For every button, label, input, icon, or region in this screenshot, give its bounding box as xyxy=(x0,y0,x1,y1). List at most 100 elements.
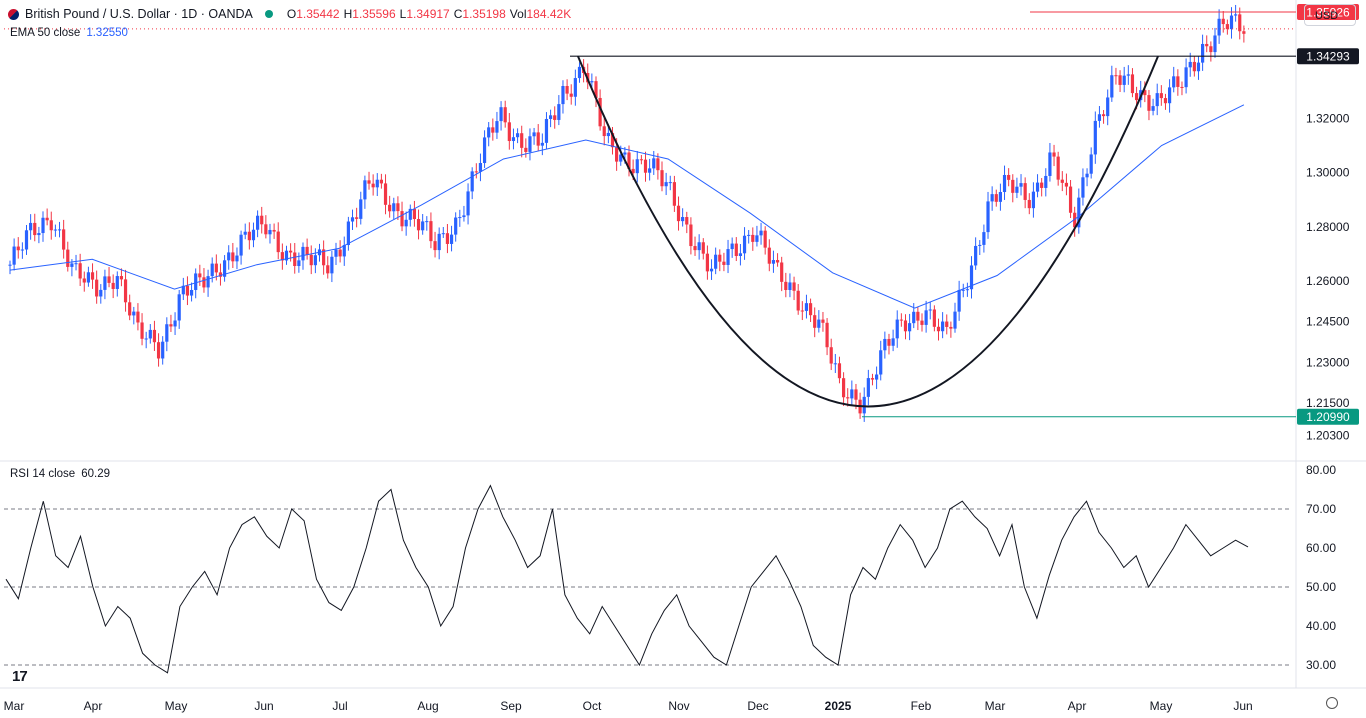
candle-body-9 xyxy=(45,217,49,221)
candle-body-125 xyxy=(524,147,528,152)
candle-body-285 xyxy=(1184,67,1188,88)
candle-body-111 xyxy=(466,191,470,216)
candle-body-290 xyxy=(1205,43,1209,47)
candle-body-170 xyxy=(709,268,714,272)
candle-body-115 xyxy=(482,137,487,164)
rsi-tick-3: 50.00 xyxy=(1306,580,1336,594)
currency-button[interactable]: USD xyxy=(1304,4,1356,26)
candle-body-19 xyxy=(86,272,91,283)
candle-body-159 xyxy=(664,182,668,187)
candle-body-122 xyxy=(511,137,516,142)
candle-body-99 xyxy=(416,219,421,231)
candle-body-34 xyxy=(148,329,152,339)
candle-body-100 xyxy=(421,221,425,231)
candle-body-189 xyxy=(788,282,792,290)
candle-body-278 xyxy=(1155,93,1159,107)
candle-body-153 xyxy=(639,159,643,161)
candle-body-128 xyxy=(536,132,540,146)
candle-body-144 xyxy=(602,126,606,137)
rsi-tick-2: 60.00 xyxy=(1306,541,1336,555)
candle-body-271 xyxy=(1126,74,1130,76)
time-tick-10: 2025 xyxy=(825,699,852,713)
candle-body-217 xyxy=(903,320,908,332)
candle-body-220 xyxy=(916,311,920,321)
candle-body-90 xyxy=(379,179,383,184)
candle-body-142 xyxy=(594,81,598,98)
candle-body-97 xyxy=(408,208,412,220)
candle-body-30 xyxy=(132,311,136,316)
candle-body-53 xyxy=(227,252,231,261)
candle-body-201 xyxy=(837,363,842,379)
candle-body-36 xyxy=(156,342,161,359)
candle-body-107 xyxy=(449,234,454,244)
time-tick-8: Nov xyxy=(668,699,689,713)
candle-body-28 xyxy=(123,279,128,303)
candle-body-178 xyxy=(742,235,747,254)
rsi-legend[interactable]: RSI 14 close 60.29 xyxy=(10,468,110,480)
candle-body-222 xyxy=(924,310,928,325)
candle-body-48 xyxy=(206,276,210,288)
candle-body-43 xyxy=(185,285,190,296)
candle-body-224 xyxy=(932,309,936,327)
candle-body-239 xyxy=(994,194,998,202)
candle-body-76 xyxy=(322,249,326,266)
price-tick-7: 1.20300 xyxy=(1306,428,1350,442)
candle-body-173 xyxy=(722,261,726,265)
candle-body-253 xyxy=(1052,152,1056,157)
candle-body-281 xyxy=(1167,87,1172,104)
candle-body-215 xyxy=(895,319,899,339)
candle-body-147 xyxy=(615,147,619,162)
candle-body-297 xyxy=(1234,14,1238,16)
candle-body-84 xyxy=(355,217,359,219)
rsi-tick-1: 70.00 xyxy=(1306,502,1336,516)
tradingview-logo[interactable]: 17 xyxy=(12,668,28,685)
candle-body-109 xyxy=(458,217,462,219)
candle-body-73 xyxy=(309,254,313,266)
candle-body-269 xyxy=(1118,75,1122,85)
candle-body-272 xyxy=(1130,74,1135,94)
candle-body-130 xyxy=(544,118,549,143)
time-tick-1: Apr xyxy=(84,699,103,713)
candle-body-258 xyxy=(1073,212,1077,228)
candle-body-195 xyxy=(813,315,817,328)
candle-body-204 xyxy=(850,389,854,399)
settings-icon[interactable] xyxy=(1326,697,1338,709)
ohlc-c: C1.35198 xyxy=(453,7,506,21)
price-tick-0: 1.32000 xyxy=(1306,111,1350,125)
symbol-title[interactable]: British Pound / U.S. Dollar · 1D · OANDA xyxy=(25,7,253,21)
candle-body-295 xyxy=(1225,24,1229,30)
candle-body-199 xyxy=(829,347,833,364)
rsi-label: RSI 14 close xyxy=(10,468,76,480)
candle-body-14 xyxy=(66,249,70,267)
candle-body-151 xyxy=(631,168,635,174)
candle-body-106 xyxy=(445,233,450,244)
candle-body-89 xyxy=(375,179,379,188)
candle-body-71 xyxy=(301,246,305,261)
candle-body-198 xyxy=(825,322,829,348)
candle-body-156 xyxy=(652,158,656,169)
candle-body-78 xyxy=(330,256,334,274)
candle-body-225 xyxy=(936,326,941,332)
ema-legend[interactable]: EMA 50 close 1.32550 xyxy=(10,27,128,39)
ohlc-o: O1.35442 xyxy=(286,7,340,21)
candle-body-172 xyxy=(718,254,722,262)
time-tick-0: Mar xyxy=(4,699,25,713)
price-label-bg-0 xyxy=(1297,3,1359,20)
rsi-line xyxy=(5,484,1249,674)
candle-body-32 xyxy=(140,322,144,339)
time-tick-12: Mar xyxy=(985,699,1006,713)
candle-body-54 xyxy=(231,252,235,262)
candle-body-221 xyxy=(920,320,924,325)
candle-body-203 xyxy=(846,397,850,399)
candle-body-284 xyxy=(1180,86,1184,88)
candle-body-231 xyxy=(961,289,965,291)
price-label-bg-1 xyxy=(1297,48,1359,65)
ohlc-h: H1.35596 xyxy=(343,7,396,21)
candle-body-45 xyxy=(194,273,198,290)
rsi-tick-5: 30.00 xyxy=(1306,658,1336,672)
candle-body-112 xyxy=(470,171,474,192)
candle-body-184 xyxy=(767,247,771,264)
candle-body-41 xyxy=(177,294,181,321)
candle-body-161 xyxy=(672,182,676,206)
